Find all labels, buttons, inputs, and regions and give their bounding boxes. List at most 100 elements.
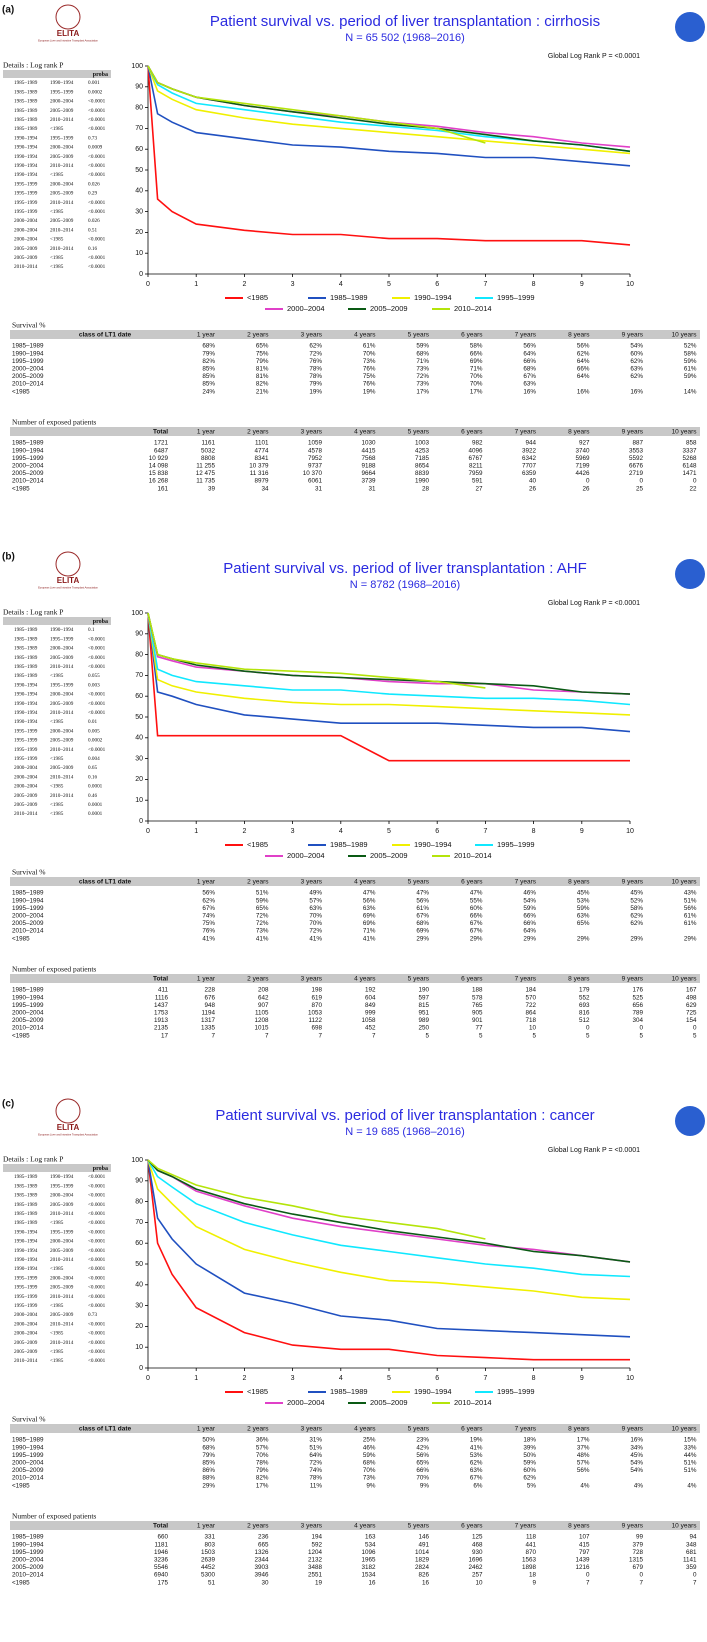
table-cell: 512 [579,1017,590,1024]
y-tick-label: 30 [135,755,143,762]
table-cell: 789 [632,1009,643,1016]
details-cell: 0.0001 [88,784,103,790]
table-cell: 73% [363,1475,376,1482]
chart-title: Patient survival vs. period of liver tra… [223,560,587,577]
table-cell: 67% [470,920,483,927]
details-cell: <0.0001 [88,1229,106,1235]
details-cell: 1990–1994 [14,1257,38,1263]
table-cell: 982 [472,440,483,447]
details-cell: 2010–2014 [50,793,74,799]
details-cell: 2010–2014 [14,264,38,270]
table-cell: 59% [256,897,269,904]
details-cell: 1985–1989 [14,126,38,132]
details-cell: 0.003 [88,682,100,688]
table-cell: 82% [256,1475,269,1482]
details-cell: 1995–1999 [50,1183,74,1189]
table-cell: 1503 [201,1549,216,1556]
table-cell: 4% [687,1482,697,1489]
table-cell: 14 098 [149,462,169,469]
details-cell: <0.0001 [88,692,106,698]
x-tick-label: 9 [580,281,584,288]
survival-line [147,612,631,706]
details-cell: <0.0001 [88,646,106,652]
details-header-bar [3,617,111,625]
details-cell: 2010–2014 [50,163,74,169]
details-cell: 1990–1994 [14,701,38,707]
table-cell: 45% [630,1452,643,1459]
table-header: 3 years [301,1523,323,1530]
table-cell: 3553 [629,447,644,454]
table-cell: 765 [472,1002,483,1009]
logo-text: ELITA [57,29,80,38]
table-header: 4 years [354,976,376,983]
table-header: 5 years [408,429,430,436]
panel-label: (b) [2,552,15,563]
row-label: 2010–2014 [12,1572,44,1579]
survival-line [147,612,631,733]
y-tick-label: 70 [135,125,143,132]
table-cell: 29% [577,935,590,942]
table-header: 5 years [408,1426,430,1433]
survival-title: Survival % [12,1415,46,1424]
details-header-bar [3,1164,111,1172]
table-cell: 161 [157,485,168,492]
table-cell: 58% [630,905,643,912]
table-cell: 17% [256,1482,269,1489]
table-cell: 55% [470,897,483,904]
y-tick-label: 50 [135,1261,143,1268]
table-cell: 49% [309,890,322,897]
details-cell: 0.73 [88,135,97,141]
table-cell: 74% [309,1467,322,1474]
table-header: 4 years [354,332,376,339]
table-cell: 9188 [361,462,376,469]
table-cell: 4% [634,1482,644,1489]
row-label: 2005–2009 [12,1467,44,1474]
legend-label: 2010–2014 [454,1398,492,1407]
table-cell: 59% [363,1452,376,1459]
table-cell: 61% [684,912,697,919]
logo-emblem [55,4,81,30]
table-header: 1 year [197,332,216,339]
details-cell: <1985 [50,1220,64,1226]
table-cell: 52% [630,897,643,904]
table-header: 1 year [197,1426,216,1433]
details-cell: <0.0001 [88,255,106,261]
table-cell: 7 [372,1032,376,1039]
details-cell: 1985–1989 [14,99,38,105]
table-cell: 8654 [415,462,430,469]
details-cell: <1985 [50,172,64,178]
table-cell: 6676 [629,462,644,469]
table-header: 7 years [515,1523,537,1530]
table-cell: 0 [639,1025,643,1032]
table-header: 3 years [301,332,323,339]
table-cell: 18 [529,1572,537,1579]
table-cell: 81% [256,365,269,372]
details-cell: <1985 [50,1349,64,1355]
table-cell: 10 379 [249,462,269,469]
details-cell: 0.026 [88,181,100,187]
table-cell: 190 [418,987,429,994]
details-cell: 2005–2009 [50,108,74,114]
details-cell: <0.0001 [88,1266,106,1272]
row-label: <1985 [12,935,30,942]
table-cell: 1059 [308,440,323,447]
table-cell: 51% [256,890,269,897]
table-cell: 64% [523,928,536,935]
table-cell: 5592 [629,455,644,462]
table-cell: 1003 [415,440,430,447]
table-cell: 0 [586,1572,590,1579]
table-cell: 728 [632,1549,643,1556]
details-cell: 1995–1999 [14,747,38,753]
details-cell: <0.0001 [88,664,106,670]
table-cell: 5268 [682,455,697,462]
table-cell: 8211 [469,462,483,469]
table-cell: 44% [684,1452,697,1459]
table-cell: 31 [315,485,323,492]
details-cell: 1995–1999 [14,181,38,187]
row-label: 2010–2014 [12,478,44,485]
details-cell: <0.0001 [88,126,106,132]
table-cell: 63% [577,912,590,919]
table-cell: 79% [309,381,322,388]
details-cell: 2010–2014 [50,664,74,670]
details-cell: 2000–2004 [14,227,38,233]
